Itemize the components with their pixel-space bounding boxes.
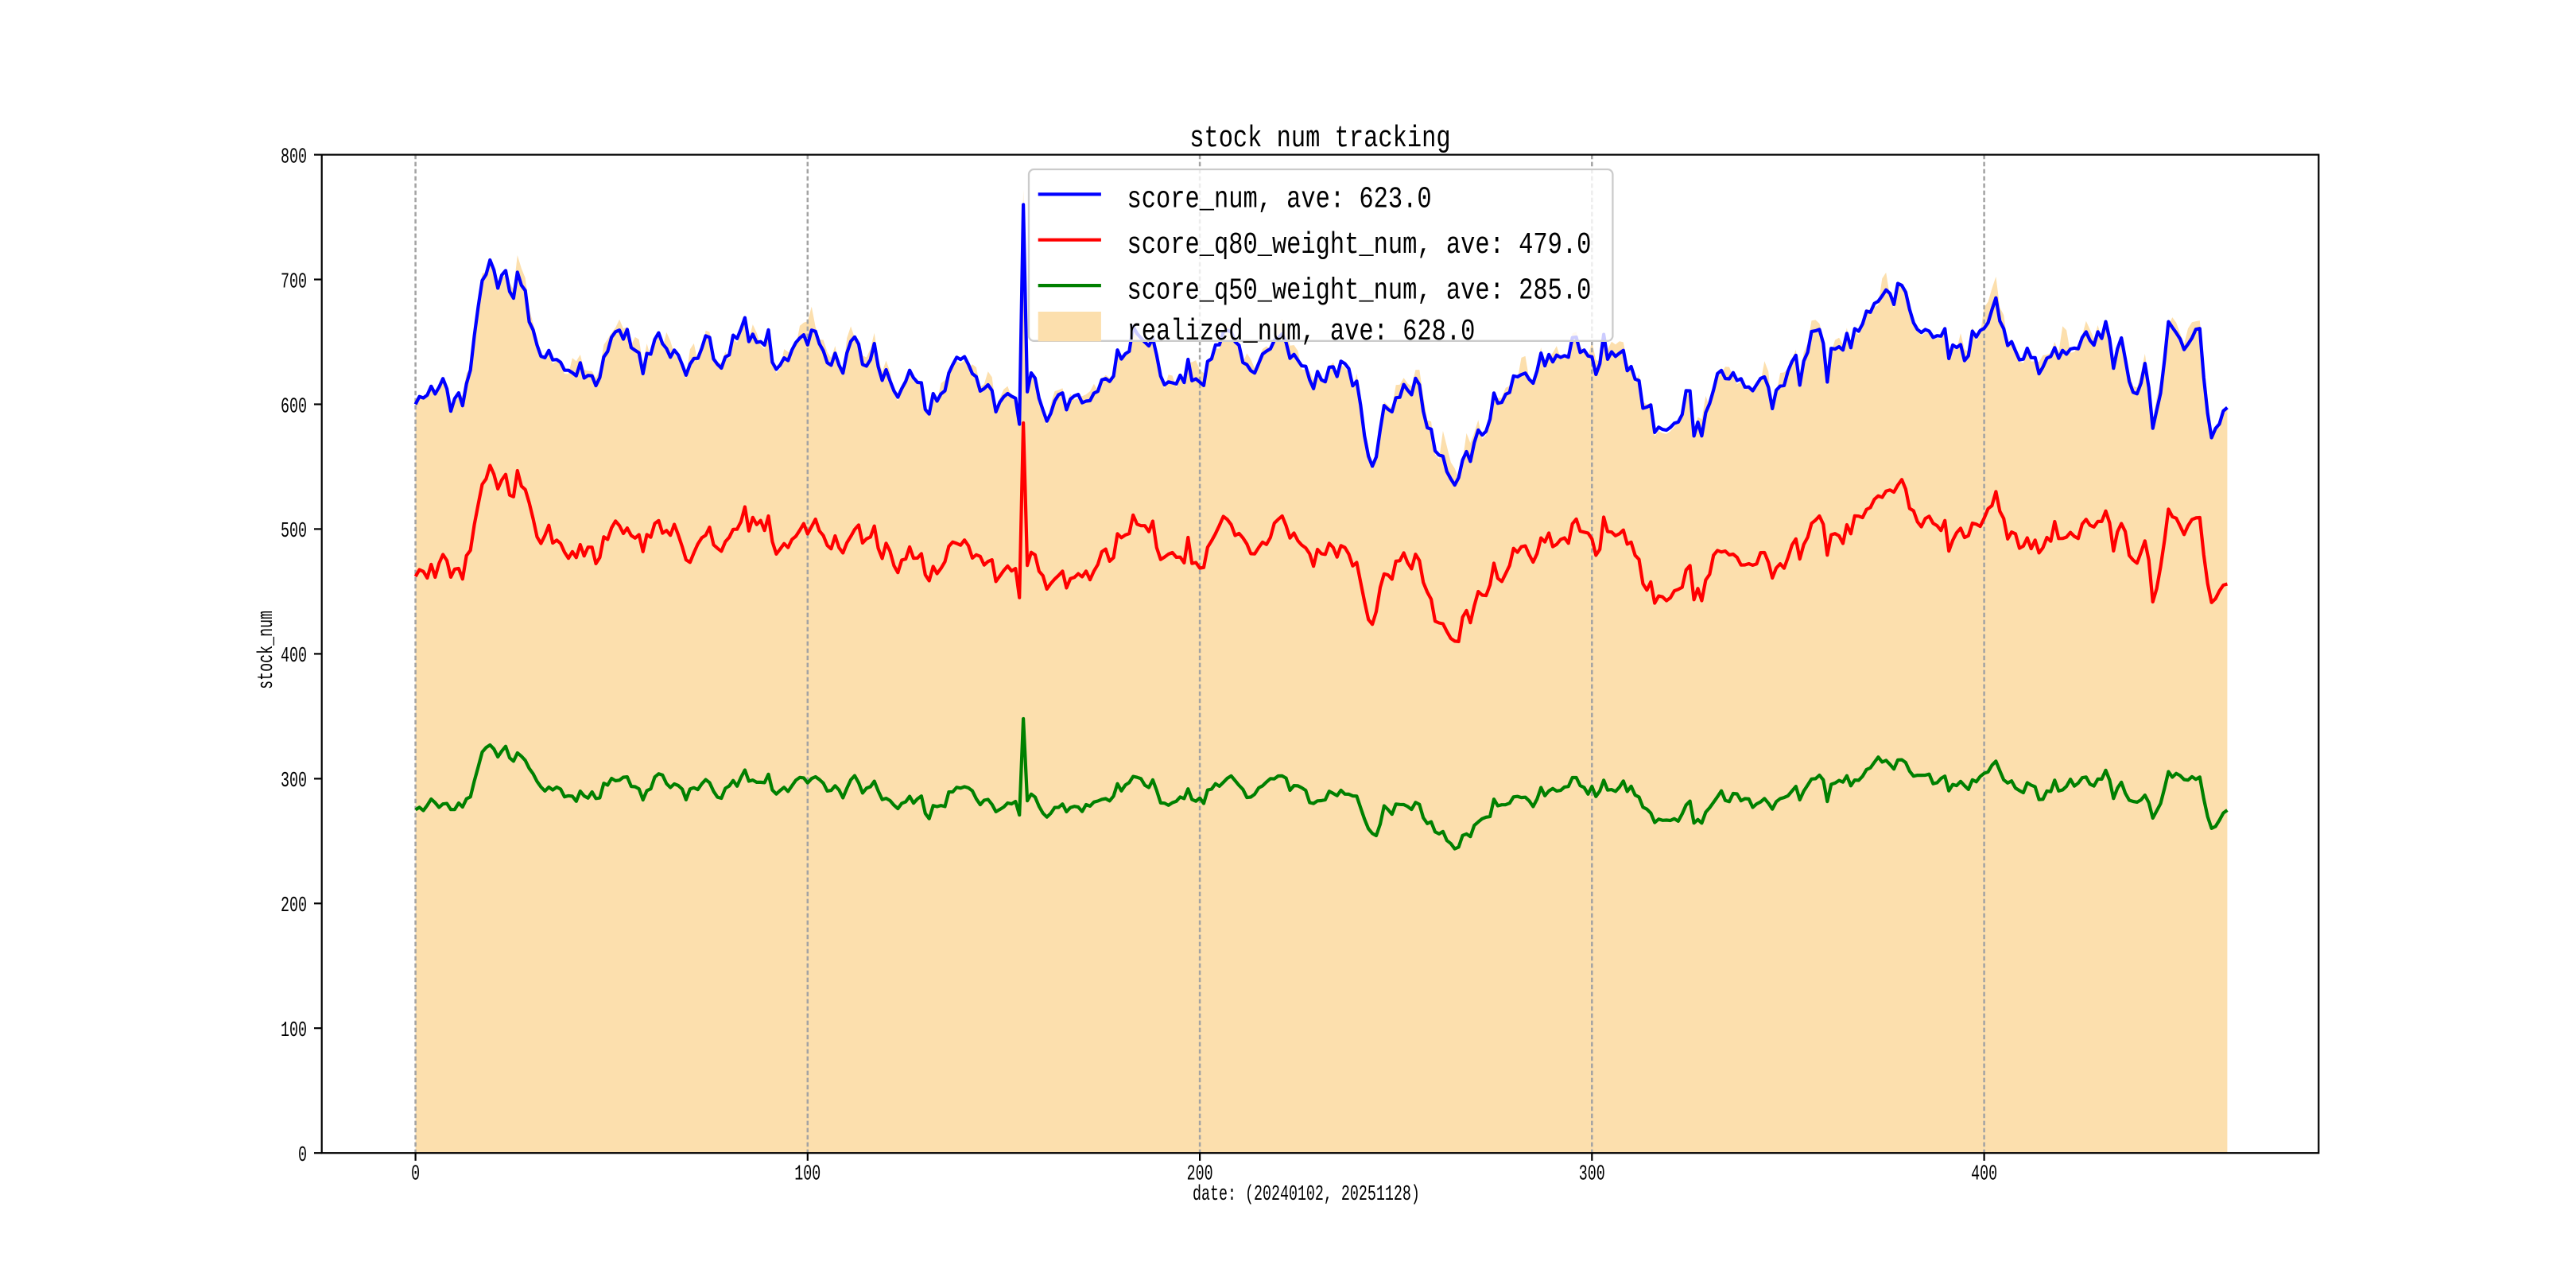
- svg-text:stock_num: stock_num: [254, 611, 278, 689]
- svg-text:700: 700: [281, 270, 307, 293]
- svg-text:score_num, ave: 623.0: score_num, ave: 623.0: [1127, 182, 1432, 216]
- svg-text:300: 300: [281, 769, 307, 793]
- svg-text:0: 0: [298, 1143, 307, 1167]
- svg-text:realized_num, ave: 628.0: realized_num, ave: 628.0: [1127, 315, 1476, 349]
- svg-text:600: 600: [281, 394, 307, 418]
- svg-text:100: 100: [794, 1162, 821, 1186]
- svg-text:score_q80_weight_num, ave: 479: score_q80_weight_num, ave: 479.0: [1127, 228, 1592, 262]
- svg-text:300: 300: [1579, 1162, 1605, 1186]
- svg-text:0: 0: [411, 1162, 420, 1186]
- svg-text:400: 400: [281, 644, 307, 668]
- svg-text:stock num tracking: stock num tracking: [1189, 122, 1450, 156]
- svg-text:200: 200: [281, 894, 307, 918]
- svg-text:500: 500: [281, 519, 307, 543]
- svg-text:score_q50_weight_num, ave: 285: score_q50_weight_num, ave: 285.0: [1127, 274, 1592, 308]
- svg-text:800: 800: [281, 145, 307, 169]
- svg-text:100: 100: [281, 1018, 307, 1042]
- svg-text:date: (20240102, 20251128): date: (20240102, 20251128): [1193, 1182, 1420, 1206]
- svg-text:400: 400: [1971, 1162, 1997, 1186]
- svg-text:200: 200: [1187, 1162, 1213, 1186]
